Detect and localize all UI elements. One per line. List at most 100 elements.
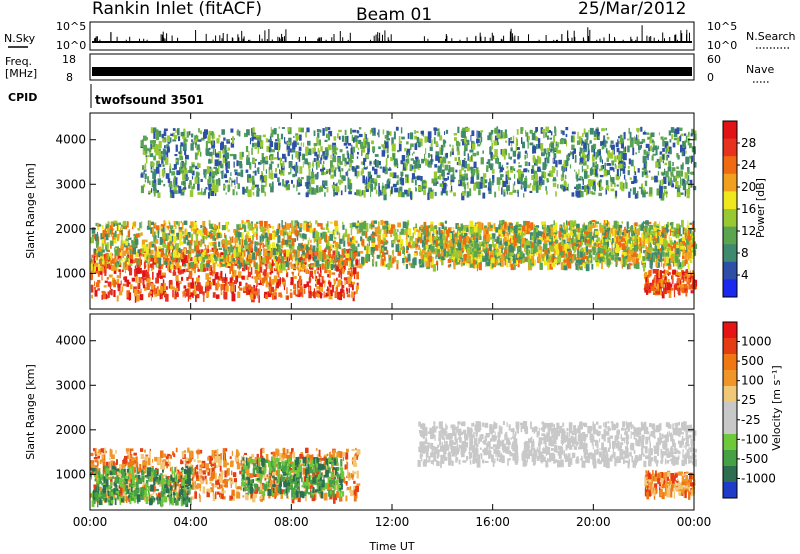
time-xlabel: Time UT [368,540,414,553]
nsky-ytop: 10^5 [56,20,86,33]
nsky-ybottom: 10^0 [56,39,86,52]
power-colorbar-tick-label: 12 [741,224,756,238]
velocity-colorbar-segment [723,434,737,451]
power-ytick-label: 2000 [55,222,86,236]
power-colorbar-segment [723,244,737,263]
velocity-colorbar-segment [723,450,737,467]
velocity-colorbar-segment [723,466,737,483]
nave-label: Nave [746,63,774,76]
freq-label-1: Freq. [5,55,32,68]
velocity-ytick-label: 1000 [55,467,86,481]
velocity-colorbar-segment [723,386,737,403]
velocity-colorbar-label: Velocity [m s⁻¹] [770,365,783,450]
freq-ybottom: 8 [66,71,73,84]
freq-label-2: [MHz] [5,67,37,80]
power-colorbar-segment [723,261,737,280]
power-colorbar-label: Power [dB] [754,178,767,238]
velocity-xtick-label: 04:00 [173,515,208,529]
power-colorbar-tick-label: 20 [741,180,756,194]
velocity-xtick-label: 08:00 [274,515,309,529]
power-colorbar-tick-label: 16 [741,202,756,216]
power-ytick-label: 4000 [55,133,86,147]
velocity-xtick-label: 00:00 [73,515,108,529]
velocity-colorbar-segment [723,338,737,355]
cpid-label: CPID [8,91,37,104]
velocity-xaxis: 00:00 04:00 08:00 12:00 16:00 20:00 00:00 [73,314,712,529]
velocity-colorbar: 1000 500 100 25 -25 -100 -500 -1000 [722,321,776,499]
velocity-colorbar-tick-label: 100 [741,374,764,388]
velocity-xtick-label: 20:00 [576,515,611,529]
nsky-frame [89,21,695,51]
velocity-xtick-label: 00:00 [677,515,712,529]
velocity-colorbar-tick-label: -100 [741,432,768,446]
freq-panel: Freq. [MHz] 18 8 60 0 Nave [5,53,774,84]
power-colorbar-tick-label: 4 [741,268,749,282]
velocity-ylabel: Slant Range [km] [24,364,37,460]
velocity-colorbar-tick-label: 500 [741,354,764,368]
velocity-colorbar-segment [723,418,737,435]
power-colorbar-segment [723,209,737,228]
power-colorbar-tick-label: 24 [741,158,756,172]
velocity-xtick-label: 12:00 [375,515,410,529]
velocity-colorbar-segment [723,402,737,419]
power-echo-band [140,126,697,201]
power-echoes [90,126,698,303]
velocity-colorbar-segment [723,354,737,371]
beam-title: Beam 01 [356,5,432,25]
power-colorbar-tick-label: 28 [741,136,756,150]
velocity-colorbar-tick-label: -1000 [741,471,776,485]
velocity-ytick-label: 2000 [55,423,86,437]
nsky-label: N.Sky [4,32,36,45]
velocity-ytick-label: 4000 [55,334,86,348]
power-colorbar-segment [723,138,737,157]
power-ylabel: Slant Range [km] [24,163,37,259]
velocity-echo-band [417,421,697,469]
velocity-colorbar-segment [723,370,737,387]
velocity-panel: 1000 2000 3000 4000 00:00 04:00 08:00 12:00 16:… [24,313,783,553]
power-colorbar-tick-label: 8 [741,246,749,260]
velocity-xtick-label: 16:00 [475,515,510,529]
velocity-colorbar-tick-label: -500 [741,452,768,466]
nave-ybottom: 0 [707,71,714,84]
power-yaxis: 1000 2000 3000 4000 [55,133,694,280]
freq-ytop: 18 [62,53,76,66]
cpid-program: twofsound 3501 [95,93,204,107]
power-colorbar-segment [723,156,737,175]
power-ytick-label: 1000 [55,266,86,280]
power-echo-band [417,224,696,268]
power-colorbar-segment [723,121,737,140]
date-title: 25/Mar/2012 [578,0,686,19]
velocity-yaxis: 1000 2000 3000 4000 [55,334,694,481]
nsearch-label: N.Search [746,30,796,43]
velocity-ytick-label: 3000 [55,378,86,392]
station-title: Rankin Inlet (fitACF) [92,0,262,19]
velocity-echoes [90,421,697,508]
power-colorbar-segment [723,173,737,192]
nsearch-ytop: 10^5 [707,20,737,33]
power-ytick-label: 3000 [55,177,86,191]
velocity-colorbar-tick-label: -25 [741,413,761,427]
nave-ytop: 60 [707,53,721,66]
freq-frame [89,53,695,81]
power-colorbar-segment [723,191,737,210]
power-colorbar-segment [723,279,737,298]
cpid-panel: CPID twofsound 3501 [8,84,204,108]
nsearch-ybottom: 10^0 [707,39,737,52]
nsky-spikes [94,25,690,42]
power-panel: 1000 2000 3000 4000 Slant Range [km] 4 8 12 16… [24,112,767,310]
nsky-panel: N.Sky 10^5 10^0 10^5 10^0 N.Search [4,20,796,52]
velocity-echo-band [90,465,193,508]
nsky-trace [92,25,692,43]
velocity-colorbar-frame [722,321,738,499]
velocity-colorbar-tick-label: 1000 [741,335,772,349]
velocity-colorbar-segment [723,482,737,499]
power-colorbar: 4 8 12 16 20 24 28 [722,120,756,298]
freq-trace [92,67,692,76]
power-xaxis [89,113,695,309]
velocity-echo-band [241,456,345,500]
velocity-echo-band [644,469,696,500]
velocity-colorbar-segment [723,322,737,339]
power-colorbar-segment [723,226,737,245]
velocity-colorbar-tick-label: 25 [741,393,756,407]
